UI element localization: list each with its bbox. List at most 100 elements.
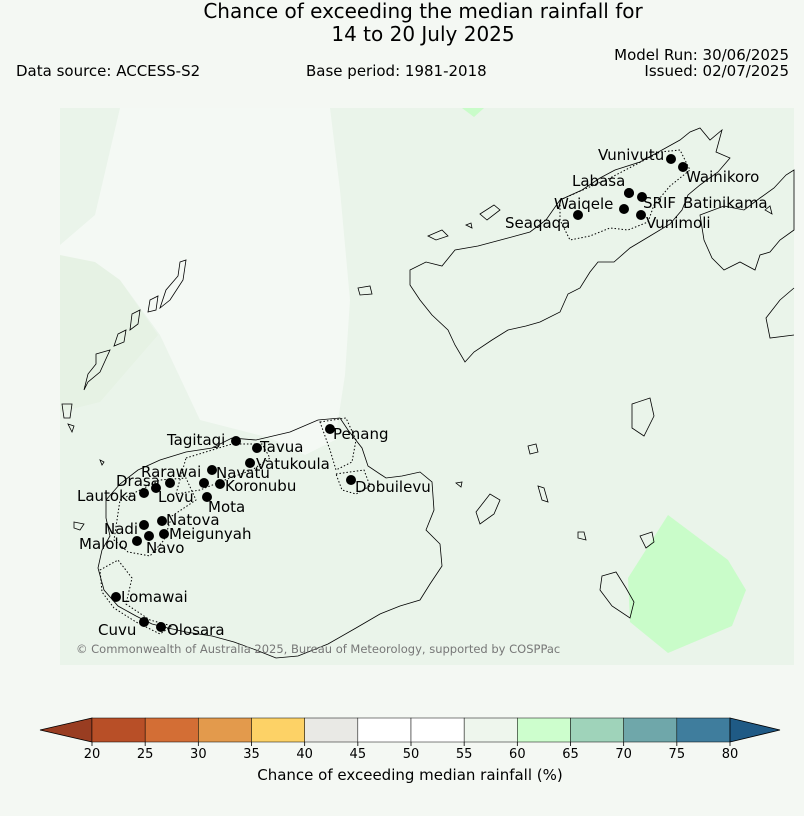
coastline — [61, 127, 795, 659]
colorbar-bin — [357, 717, 412, 743]
station-marker-waiqele — [619, 204, 629, 214]
station-marker-navatu — [199, 478, 209, 488]
station-marker-tavua — [252, 443, 262, 453]
islet-w2 — [73, 521, 85, 531]
region-45-55-central — [60, 108, 350, 455]
colorbar-tick-label: 70 — [615, 747, 632, 762]
colorbar-bin — [570, 717, 624, 743]
station-marker-drasa — [165, 478, 175, 488]
station-label-labasa: Labasa — [572, 172, 625, 190]
yasawa-island-1 — [159, 259, 187, 310]
catchment-sigatoka — [99, 559, 174, 635]
title-line-1: Chance of exceeding the median rainfall … — [203, 0, 643, 23]
lakeba-island — [631, 397, 655, 437]
yasawa-island-2 — [147, 295, 159, 313]
lau-island-1 — [639, 531, 655, 549]
region-55-60-northwest — [60, 255, 158, 412]
colorbar: 20 25 30 35 40 45 50 55 60 65 70 75 80 Chance of exc… — [39, 717, 781, 784]
islet-w3 — [99, 459, 105, 466]
stations-layer: Vunivutu Wainikoro Labasa Waiqele SRIF Batini… — [77, 146, 768, 639]
colorbar-bin — [517, 717, 571, 743]
station-marker-vunivutu — [666, 154, 676, 164]
colorbar-tick-label: 35 — [243, 747, 260, 762]
station-marker-cuvu — [139, 617, 149, 627]
station-label-penang: Penang — [333, 425, 388, 443]
colorbar-bin — [304, 717, 359, 743]
yasawa-island-5 — [83, 349, 111, 391]
station-marker-srif — [624, 188, 634, 198]
gau-island — [537, 485, 549, 503]
colorbar-extend-low — [39, 717, 93, 743]
station-label-waiqele: Waiqele — [554, 195, 613, 213]
station-marker-natova — [157, 516, 167, 526]
station-label-srif: SRIF — [643, 194, 676, 212]
station-marker-koronubu — [215, 479, 225, 489]
station-marker-navo — [144, 531, 154, 541]
colorbar-bins — [91, 717, 731, 743]
station-label-olosara: Olosara — [167, 621, 225, 639]
station-label-batinikama: Batinikama — [683, 194, 768, 212]
station-label-vunivutu: Vunivutu — [598, 146, 664, 164]
islet-n3 — [764, 205, 773, 215]
station-label-drasa: Drasa — [116, 472, 160, 490]
vanua-levu-coast — [409, 127, 731, 363]
station-label-tagitagi: Tagitagi — [166, 431, 225, 449]
station-marker-batinikama — [637, 192, 647, 202]
colorbar-title: Chance of exceeding median rainfall (%) — [257, 766, 562, 784]
station-label-tavua: Tavua — [259, 438, 303, 456]
station-marker-olosara — [156, 622, 166, 632]
station-marker-lomawai — [111, 592, 121, 602]
station-marker-penang — [325, 424, 335, 434]
catchment-dobuilevu — [335, 469, 371, 495]
base-period-label: Base period: 1981-2018 — [306, 62, 487, 80]
station-marker-vunimoli — [636, 210, 646, 220]
colorbar-bin — [198, 717, 252, 743]
colorbar-tick-label: 75 — [669, 747, 686, 762]
station-label-natova: Natova — [166, 511, 220, 529]
koro-island — [475, 493, 501, 525]
station-label-navo: Navo — [146, 539, 184, 557]
station-label-lomawai: Lomawai — [121, 588, 188, 606]
station-label-lovu: Lovu — [158, 488, 194, 506]
station-marker-wainikoro — [678, 162, 688, 172]
yasawa-island-4 — [113, 329, 127, 347]
colorbar-tick-label: 60 — [509, 747, 526, 762]
station-marker-rarawai — [207, 465, 217, 475]
station-label-cuvu: Cuvu — [98, 621, 136, 639]
lau-island-2 — [599, 571, 635, 619]
station-label-lautoka: Lautoka — [77, 487, 137, 505]
colorbar-bin — [623, 717, 678, 743]
region-60-65-southeast — [628, 515, 746, 653]
catchment-outlines — [99, 149, 691, 635]
colorbar-tick-label: 80 — [722, 747, 739, 762]
station-label-vatukoula: Vatukoula — [256, 455, 330, 473]
colorbar-extend-high — [729, 717, 781, 743]
chart-title: Chance of exceeding the median rainfall … — [0, 0, 804, 46]
islet-n2 — [479, 204, 501, 221]
colorbar-tick-label: 50 — [403, 747, 420, 762]
issued-label: Issued: 02/07/2025 — [644, 62, 789, 80]
station-label-dobuilevu: Dobuilevu — [355, 478, 431, 496]
vanua-levu-east-peninsula — [699, 169, 795, 271]
colorbar-tick-label: 25 — [137, 747, 154, 762]
yadua-island — [357, 285, 373, 296]
station-marker-vatukoula — [245, 458, 255, 468]
colorbar-tick-label: 30 — [190, 747, 207, 762]
station-label-seaqaqa: Seaqaqa — [505, 214, 570, 232]
colorbar-tick-label: 20 — [84, 747, 101, 762]
station-label-nadi: Nadi — [104, 520, 138, 538]
station-label-wainikoro: Wainikoro — [686, 168, 759, 186]
colorbar-ticks: 20 25 30 35 40 45 50 55 60 65 70 75 80 — [84, 742, 739, 762]
colorbar-bin — [91, 717, 146, 743]
colorbar-bin — [676, 717, 731, 743]
islet-n1 — [427, 229, 449, 241]
ovalau-island — [455, 481, 463, 488]
colorbar-tick-label: 40 — [296, 747, 313, 762]
colorbar-bin — [144, 717, 199, 743]
colorbar-tick-label: 65 — [562, 747, 579, 762]
station-marker-malolo — [132, 536, 142, 546]
station-label-meigunyah: Meigunyah — [169, 525, 251, 543]
region-60-65-north — [462, 108, 484, 117]
colorbar-bin — [251, 717, 305, 743]
